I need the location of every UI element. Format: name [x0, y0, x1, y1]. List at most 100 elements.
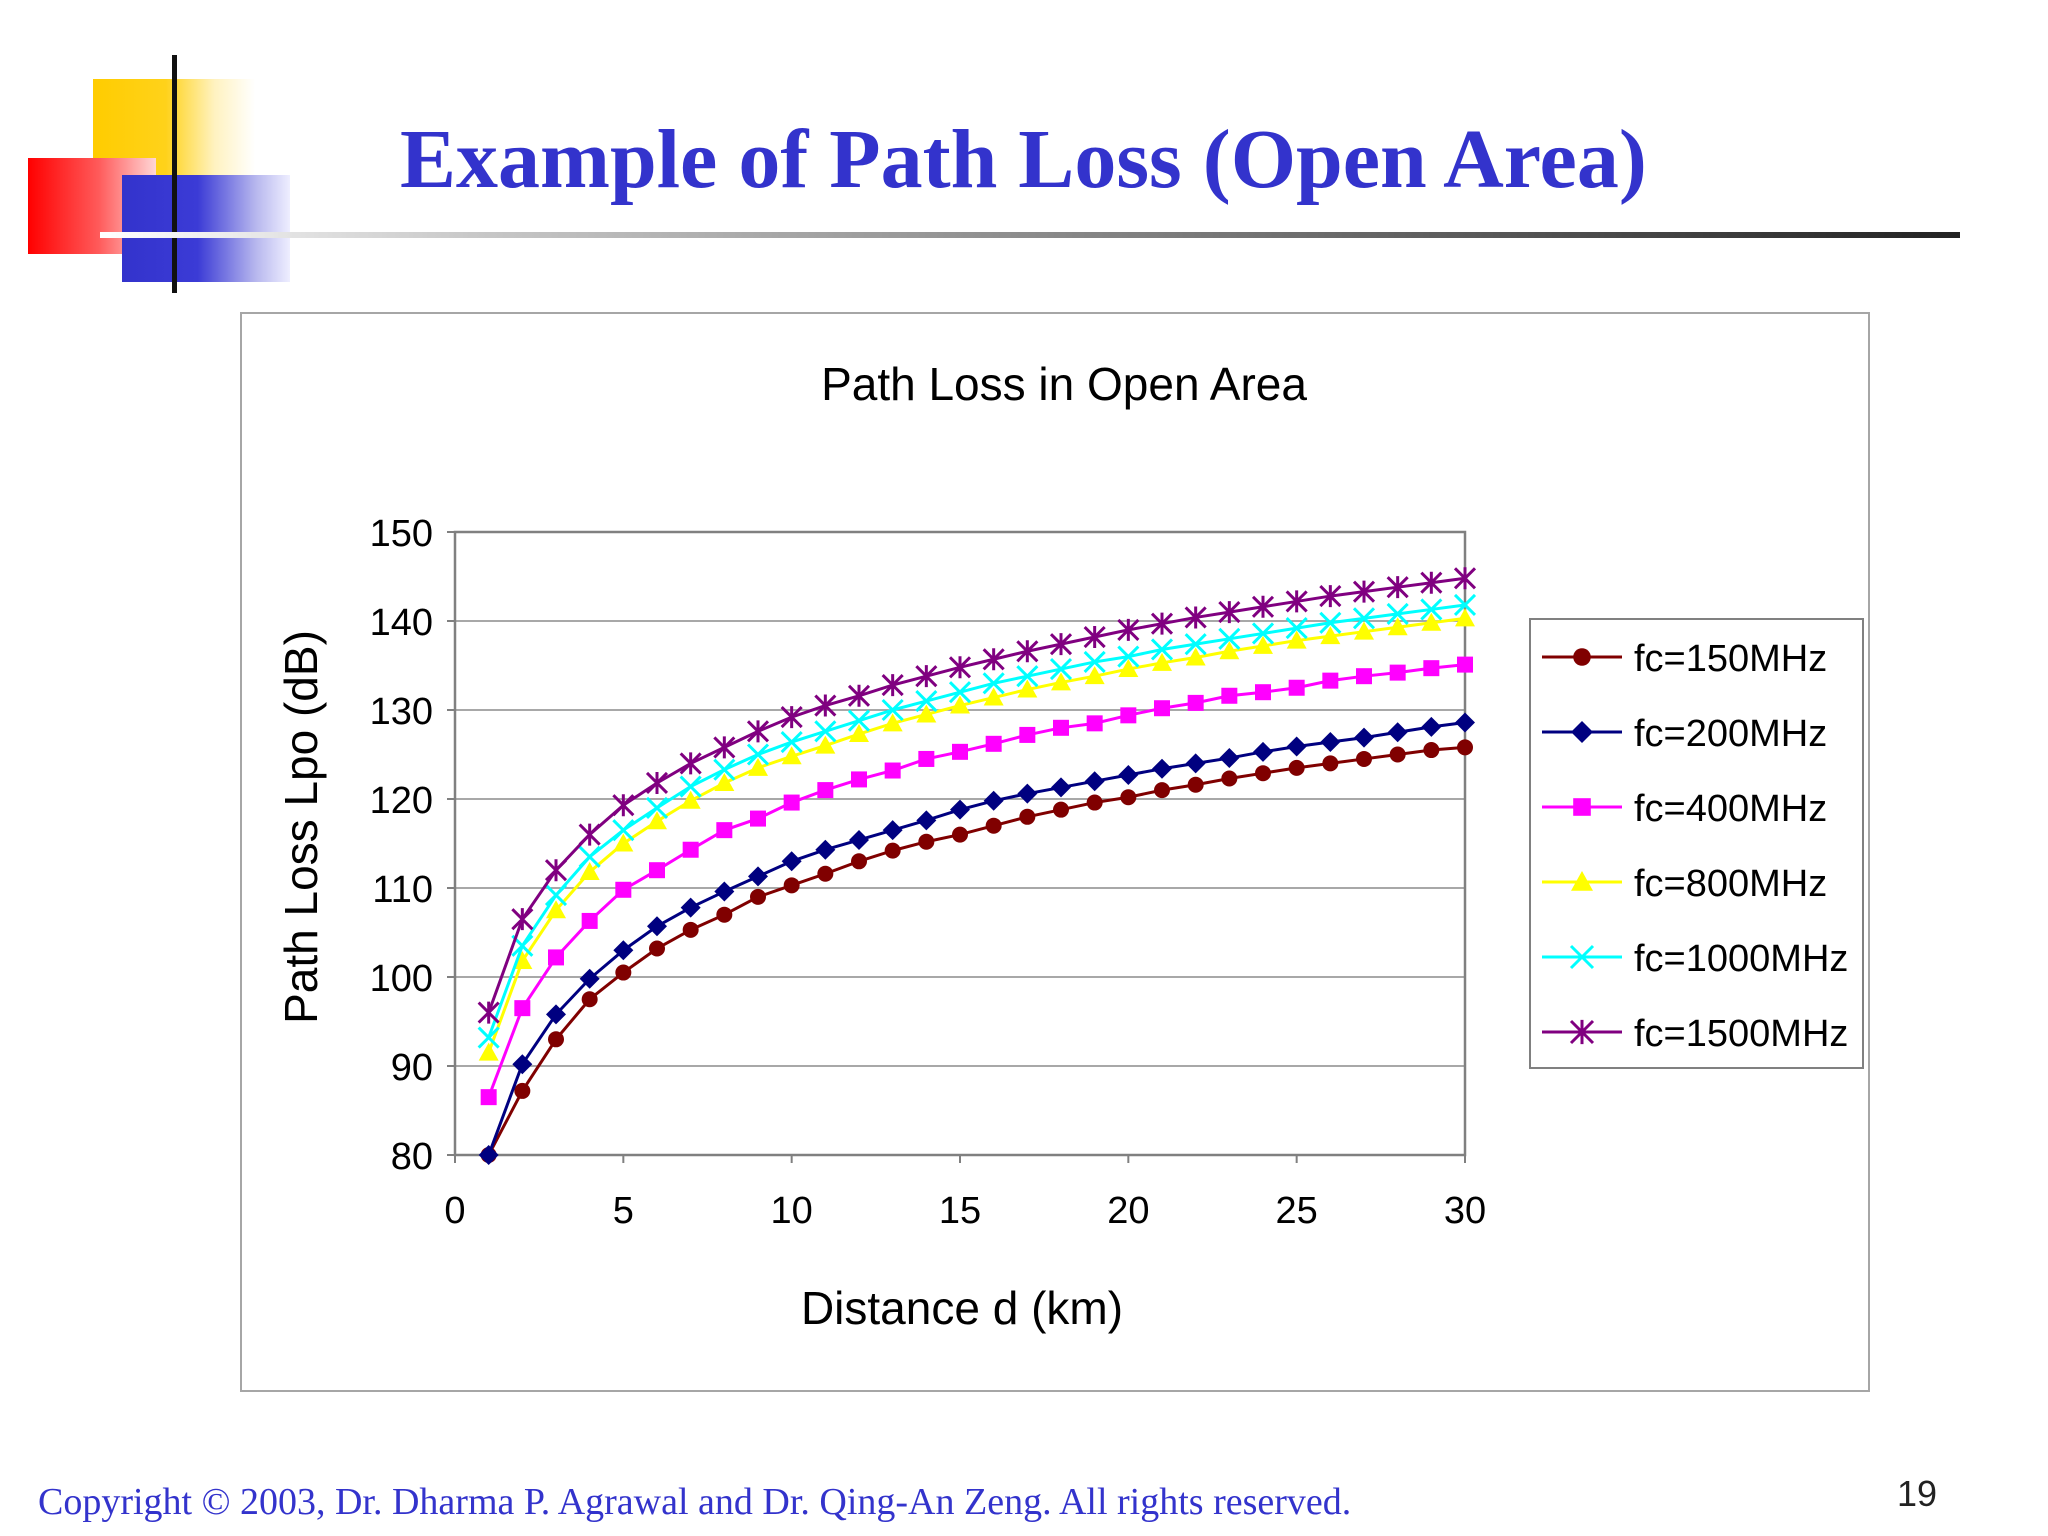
- data-point: [817, 782, 834, 799]
- y-tick-label: 80: [391, 1136, 433, 1178]
- x-tick-label: 0: [444, 1190, 465, 1232]
- data-point: [1086, 794, 1103, 811]
- data-point: [682, 921, 699, 938]
- data-point: [1455, 712, 1475, 733]
- data-point: [851, 853, 867, 870]
- data-point: [746, 720, 770, 743]
- data-point: [1389, 746, 1406, 763]
- data-point: [948, 681, 972, 704]
- data-point: [815, 735, 836, 754]
- data-point: [1221, 687, 1238, 704]
- data-point: [1016, 640, 1039, 663]
- data-point: [680, 790, 701, 809]
- y-tick-label: 150: [370, 513, 433, 555]
- data-point: [1569, 1019, 1595, 1045]
- data-point: [1051, 672, 1071, 691]
- legend-label: fc=150MHz: [1634, 638, 1827, 680]
- legend-label: fc=200MHz: [1634, 713, 1827, 755]
- page-number: 19: [1897, 1473, 1938, 1514]
- data-point: [1457, 656, 1473, 673]
- data-point: [750, 888, 766, 905]
- data-point: [613, 940, 634, 961]
- data-point: [1154, 700, 1170, 717]
- data-point: [1423, 660, 1440, 677]
- data-point: [1457, 739, 1473, 756]
- data-point: [1573, 648, 1591, 666]
- data-point: [1320, 626, 1341, 645]
- data-point: [1356, 750, 1372, 767]
- data-point: [612, 819, 635, 842]
- x-axis-label: Distance d (km): [801, 1282, 1123, 1334]
- data-point: [950, 799, 970, 820]
- legend-item: fc=1500MHz: [1542, 1013, 1848, 1055]
- data-point: [649, 862, 665, 879]
- data-point: [780, 730, 803, 754]
- data-point: [918, 750, 935, 767]
- data-point: [1150, 612, 1174, 635]
- data-point: [579, 861, 600, 880]
- data-point: [546, 900, 566, 919]
- data-point: [544, 859, 568, 882]
- plot-area-border: [453, 530, 1467, 1157]
- data-point: [645, 796, 669, 819]
- data-point: [881, 698, 904, 722]
- data-point: [1253, 741, 1273, 762]
- data-point: [1184, 606, 1207, 629]
- data-point: [1352, 607, 1376, 630]
- data-point: [478, 1042, 499, 1061]
- decor-vertical-line: [172, 55, 177, 293]
- legend-label: fc=1500MHz: [1634, 1013, 1848, 1055]
- data-point: [1387, 722, 1408, 743]
- data-point: [645, 771, 669, 795]
- data-point: [1322, 672, 1339, 689]
- data-point: [1421, 612, 1442, 631]
- chart-frame: Path Loss in Open Area Distance d (km) P…: [240, 312, 1870, 1392]
- title-underline: [100, 232, 1960, 238]
- data-point: [1219, 641, 1240, 660]
- data-point: [512, 1054, 533, 1075]
- data-point: [881, 674, 904, 697]
- data-point: [581, 912, 598, 929]
- data-point: [1185, 647, 1206, 666]
- data-point: [1285, 590, 1308, 613]
- data-point: [915, 665, 938, 688]
- data-point: [713, 758, 736, 781]
- data-point: [477, 1026, 500, 1049]
- data-point: [1219, 748, 1240, 769]
- x-tick-label: 20: [1107, 1190, 1149, 1232]
- data-point: [1286, 736, 1307, 757]
- data-point: [714, 772, 735, 791]
- data-point: [918, 833, 935, 850]
- chart-title: Path Loss in Open Area: [821, 358, 1307, 410]
- data-point: [1117, 618, 1140, 641]
- data-point: [985, 735, 1002, 752]
- series-line: [487, 745, 1466, 1156]
- data-point: [1255, 684, 1271, 701]
- legend-label: fc=800MHz: [1634, 863, 1827, 905]
- y-tick-label: 110: [372, 869, 433, 911]
- data-point: [916, 704, 937, 723]
- data-point: [746, 743, 770, 766]
- y-tick-label: 130: [370, 691, 433, 733]
- decor-blue-square: [122, 175, 290, 282]
- data-point: [982, 648, 1005, 671]
- data-point: [982, 672, 1005, 695]
- data-point: [1049, 633, 1073, 656]
- legend-item: fc=800MHz: [1542, 863, 1827, 905]
- data-point: [748, 757, 768, 776]
- data-point: [814, 720, 837, 743]
- data-point: [615, 881, 632, 898]
- data-point: [1051, 777, 1071, 798]
- data-point: [1083, 650, 1106, 674]
- data-point: [649, 940, 665, 957]
- data-point: [1356, 668, 1372, 685]
- data-point: [1571, 721, 1593, 743]
- data-point: [1386, 576, 1409, 599]
- data-point: [1352, 580, 1376, 603]
- data-point: [915, 690, 938, 713]
- series-line: [487, 603, 1466, 1039]
- data-point: [1354, 621, 1374, 640]
- data-point: [916, 810, 937, 831]
- data-point: [480, 1089, 497, 1106]
- data-point: [679, 752, 702, 775]
